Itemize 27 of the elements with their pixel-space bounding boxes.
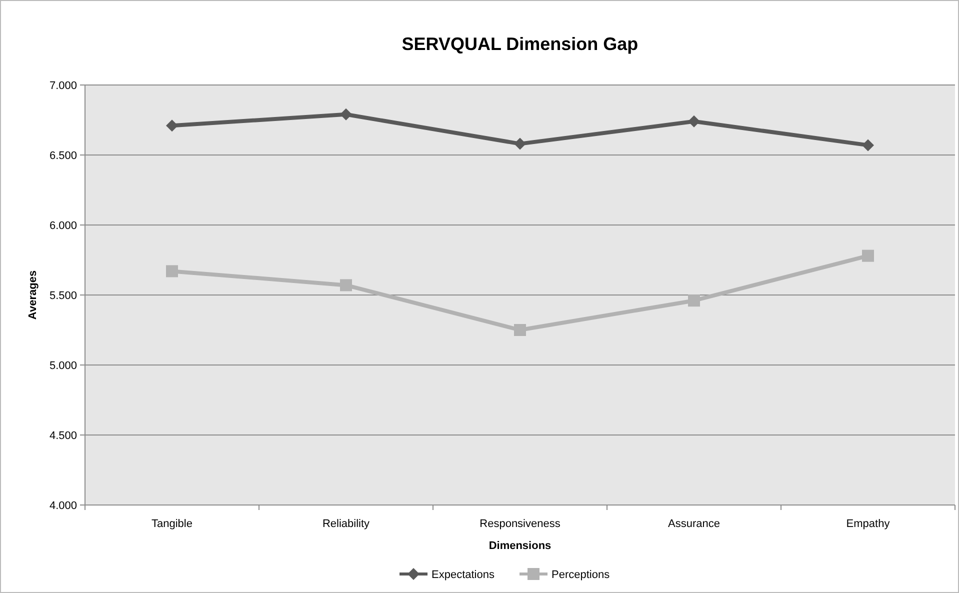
legend-label: Expectations — [432, 568, 495, 581]
chart-title: SERVQUAL Dimension Gap — [402, 34, 638, 54]
x-tick-label: Tangible — [152, 518, 192, 530]
legend-label: Perceptions — [552, 568, 610, 581]
point — [166, 120, 178, 132]
x-axis-title: Dimensions — [488, 540, 552, 552]
x-tick-label: Reliability — [322, 518, 370, 530]
point — [340, 108, 352, 120]
y-axis-title: Averages — [27, 270, 39, 320]
point — [514, 324, 526, 336]
y-tick-label: 4.000 — [49, 500, 77, 512]
point — [862, 139, 874, 152]
point — [166, 265, 178, 278]
y-tick-label: 5.000 — [49, 360, 77, 372]
point — [514, 138, 526, 150]
x-tick-label: Empathy — [846, 518, 890, 530]
point — [688, 294, 700, 307]
x-tick-label: Responsiveness — [480, 518, 561, 530]
y-tick-label: 7.000 — [49, 80, 77, 92]
x-tick-label: Assurance — [668, 518, 720, 530]
y-tick-label: 6.500 — [49, 150, 77, 162]
point — [862, 250, 874, 262]
y-tick-label: 6.000 — [49, 220, 77, 232]
point — [688, 115, 700, 128]
y-tick-label: 5.500 — [49, 290, 77, 302]
point — [340, 279, 352, 292]
y-tick-label: 4.500 — [49, 430, 77, 442]
